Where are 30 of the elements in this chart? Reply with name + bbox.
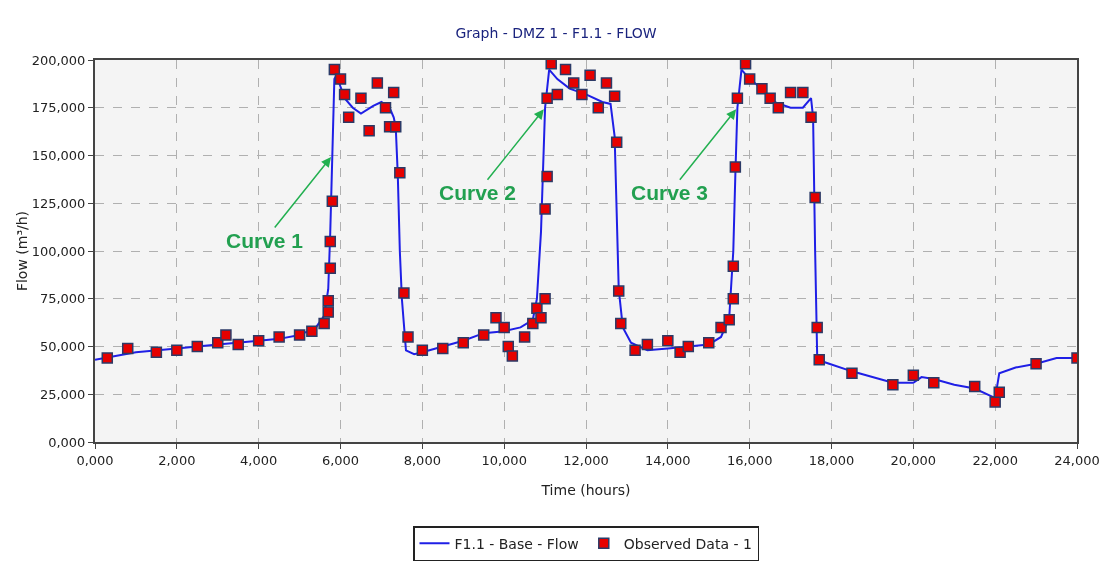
y-tick-label: 0,000 bbox=[48, 434, 86, 450]
x-tick-label: 20,000 bbox=[890, 452, 937, 468]
x-tick-label: 2,000 bbox=[158, 452, 196, 468]
annotation: Curve 1 bbox=[226, 229, 304, 252]
x-axis-title: Time (hours) bbox=[540, 482, 631, 498]
y-tick-label: 125,000 bbox=[31, 195, 86, 211]
annotation: Curve 3 bbox=[631, 181, 709, 204]
y-tick-label: 75,000 bbox=[39, 291, 86, 307]
x-tick-label: 18,000 bbox=[808, 452, 855, 468]
y-tick-label: 100,000 bbox=[31, 243, 86, 259]
legend-label: Observed Data - 1 bbox=[623, 535, 752, 552]
x-tick-label: 10,000 bbox=[481, 452, 527, 468]
annotation: Curve 2 bbox=[439, 181, 517, 204]
y-tick-label: 200,000 bbox=[31, 52, 86, 68]
x-tick-label: 0,000 bbox=[76, 452, 114, 468]
y-tick-label: 25,000 bbox=[39, 386, 86, 402]
y-tick-label: 175,000 bbox=[31, 100, 86, 116]
legend-label: F1.1 - Base - Flow bbox=[454, 535, 579, 552]
x-tick-label: 4,000 bbox=[240, 452, 278, 468]
y-tick-label: 150,000 bbox=[31, 148, 86, 164]
chart-title: Graph - DMZ 1 - F1.1 - FLOW bbox=[455, 25, 657, 42]
x-tick-label: 8,000 bbox=[403, 452, 441, 468]
x-tick-label: 22,000 bbox=[972, 452, 1018, 468]
x-tick-label: 6,000 bbox=[321, 452, 360, 468]
x-tick-label: 12,000 bbox=[563, 452, 609, 468]
x-tick-label: 24,000 bbox=[1054, 452, 1100, 468]
x-tick-label: 14,000 bbox=[645, 452, 691, 468]
y-tick-label: 50,000 bbox=[39, 339, 86, 355]
x-tick-label: 16,000 bbox=[726, 452, 773, 468]
y-axis-title: Flow (m³/h) bbox=[13, 210, 30, 292]
